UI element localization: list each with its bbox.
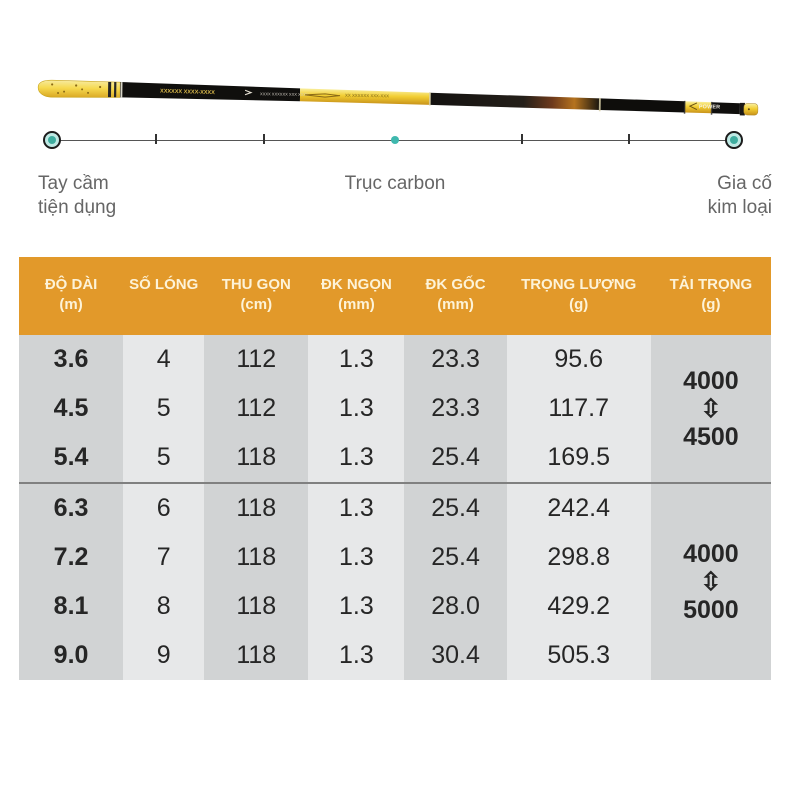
svg-text:POWER: POWER (699, 104, 720, 110)
svg-text:XX XXXXXX XXX-XXX: XX XXXXXX XXX-XXX (345, 93, 389, 99)
svg-text:XXXX XXXXXX XXX XXXX: XXXX XXXXXX XXX XXXX (260, 91, 309, 97)
